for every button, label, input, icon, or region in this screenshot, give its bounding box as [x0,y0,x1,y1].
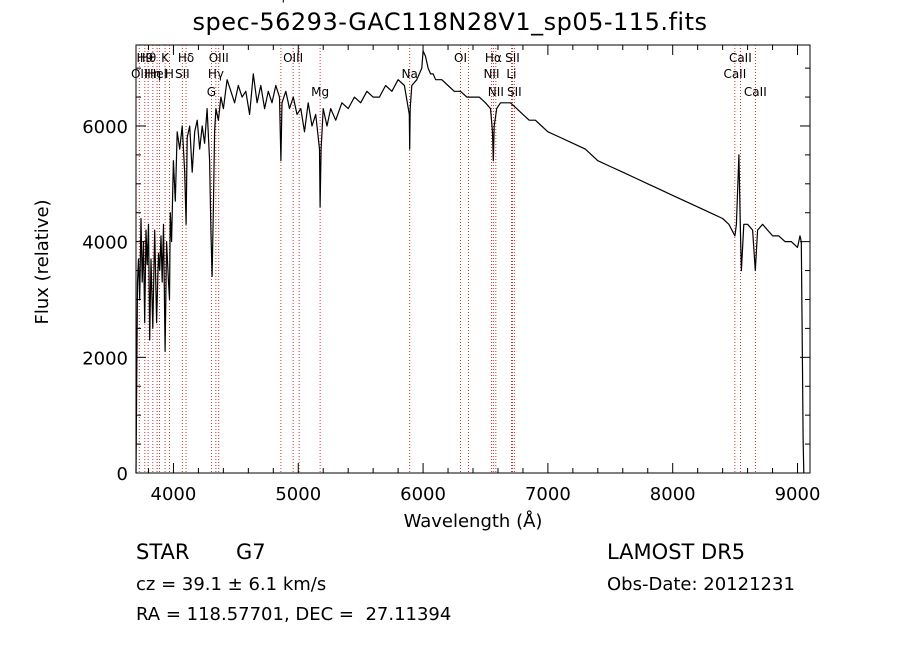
spectral-line-label: Mg [311,85,329,99]
coordinates: RA = 118.57701, DEC = 27.11394 [136,604,452,625]
spectral-line-label: SII [175,67,190,81]
spectral-line-label: NII [488,85,504,99]
chart-title: spec-56293-GAC118N28V1_sp05-115.fits [192,8,708,36]
spectral-line-label: OI [454,51,467,65]
spectral-line-label: CaII [729,51,752,65]
x-tick-label: 7000 [525,484,571,505]
y-axis-label: Flux (relative) [32,199,53,324]
spectral-line-label: H [165,67,174,81]
spectral-line-label: CaII [744,85,767,99]
spectral-line-label: NII [483,67,499,81]
spectrum-line [135,50,805,474]
survey-name: LAMOST DR5 [607,540,746,564]
x-tick-label: 4000 [151,484,197,505]
y-tick-label: 2000 [82,348,128,369]
y-tick-label: 0 [117,464,128,485]
spectral-line-label: Hγ [208,67,224,81]
spectral-line-label: G [207,85,216,99]
spectral-line-label: Hel [147,67,167,81]
x-tick-label: 5000 [275,484,321,505]
object-class: STAR [136,540,190,564]
spectral-line-label: K [161,51,170,65]
spectral-line-labels: OIIH9HθHηHelKHSIIHδGHγOIIIHβOIIIMgNaOINI… [131,0,767,99]
spectral-line-label: Hα [485,51,502,65]
x-axis-label: Wavelength (Å) [404,510,543,532]
spectral-line-label: OIII [209,51,229,65]
spectral-line-label: Hη [145,67,162,81]
y-tick-label: 6000 [82,117,128,138]
plot-frame [135,44,811,474]
spectral-line-label: Hβ [273,0,290,3]
y-tick-label: 4000 [82,233,128,254]
spectral-line-label: Li [506,67,516,81]
spectral-line-label: SII [505,51,520,65]
spectral-line-label: Na [402,67,418,81]
spectral-line-label: SII [507,85,522,99]
spectral-line-label: Hθ [140,51,156,65]
spectral-line-label: OIII [283,51,303,65]
spectral-line-label: H9 [137,51,154,65]
x-tick-label: 6000 [400,484,446,505]
spectral-line-markers [138,45,756,473]
x-tick-label: 9000 [775,484,821,505]
object-subclass: G7 [236,540,266,564]
x-tick-label: 8000 [650,484,696,505]
axis-ticks: 4000 5000 6000 7000 8000 9000 0 2000 4000 6000 [82,45,820,505]
spectral-line-label: Hδ [178,51,194,65]
spectral-line-label: CaII [723,67,746,81]
spectral-line-label: OII [131,67,148,81]
redshift-value: cz = 39.1 ± 6.1 km/s [136,574,327,595]
observation-date: Obs-Date: 20121231 [607,574,795,595]
